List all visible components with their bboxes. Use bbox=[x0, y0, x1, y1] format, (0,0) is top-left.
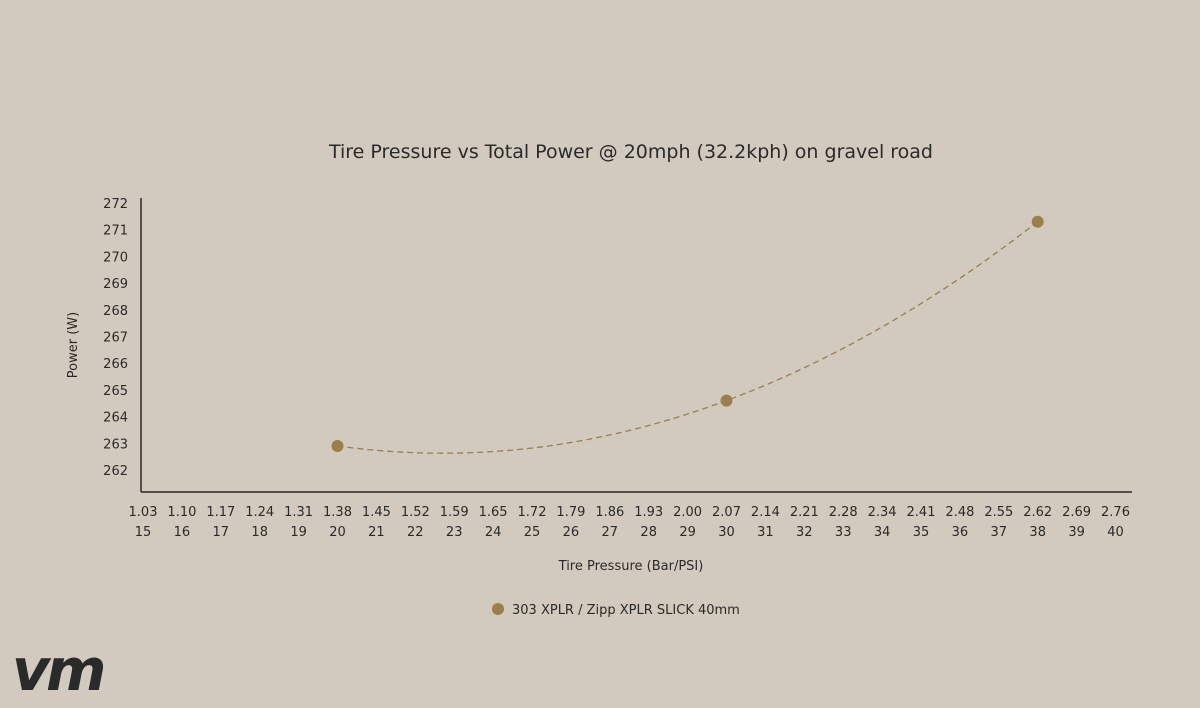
x-tick-label-bar: 1.17 bbox=[206, 505, 235, 520]
x-tick-label-bar: 1.31 bbox=[284, 505, 313, 520]
x-tick-labels: 1.03 15 1.10 16 1.17 17 1.24 18 1.31 19 1.38 20 1.45… bbox=[129, 505, 1130, 540]
legend-label: 303 XPLR / Zipp XPLR SLICK 40mm bbox=[512, 603, 740, 618]
x-tick-label-psi: 37 bbox=[991, 525, 1008, 540]
y-tick-label: 264 bbox=[103, 411, 128, 426]
x-tick-label-bar: 2.76 bbox=[1101, 505, 1130, 520]
x-tick-label-psi: 24 bbox=[485, 525, 502, 540]
x-tick-label-bar: 1.93 bbox=[634, 505, 663, 520]
y-tick-label: 262 bbox=[103, 464, 128, 479]
y-tick-label: 271 bbox=[103, 224, 128, 239]
y-tick-label: 269 bbox=[103, 277, 128, 292]
x-tick-label-bar: 1.79 bbox=[556, 505, 585, 520]
x-tick-label-bar: 2.34 bbox=[868, 505, 897, 520]
x-tick-label-psi: 15 bbox=[135, 525, 152, 540]
x-tick-label-bar: 2.00 bbox=[673, 505, 702, 520]
plot-area bbox=[331, 215, 1044, 454]
x-tick-label-bar: 2.48 bbox=[945, 505, 974, 520]
vm-logo: v m bbox=[12, 636, 106, 704]
x-tick-label-bar: 1.45 bbox=[362, 505, 391, 520]
x-tick-label-psi: 30 bbox=[718, 525, 735, 540]
x-tick-label-psi: 21 bbox=[368, 525, 385, 540]
y-axis-label: Power (W) bbox=[66, 312, 81, 378]
x-axis-label: Tire Pressure (Bar/PSI) bbox=[558, 559, 704, 574]
legend: 303 XPLR / Zipp XPLR SLICK 40mm bbox=[492, 603, 740, 618]
y-tick-label: 272 bbox=[103, 197, 128, 212]
y-tick-labels: 262 263 264 265 266 267 268 269 270 271 272 bbox=[103, 197, 128, 479]
x-tick-label-bar: 1.10 bbox=[167, 505, 196, 520]
x-tick-label-psi: 32 bbox=[796, 525, 813, 540]
x-tick-label-bar: 1.59 bbox=[440, 505, 469, 520]
y-tick-label: 268 bbox=[103, 304, 128, 319]
x-tick-label-psi: 28 bbox=[640, 525, 657, 540]
x-tick-label-bar: 2.21 bbox=[790, 505, 819, 520]
x-tick-label-psi: 33 bbox=[835, 525, 852, 540]
x-tick-label-psi: 35 bbox=[913, 525, 930, 540]
x-tick-label-psi: 29 bbox=[679, 525, 696, 540]
data-point bbox=[331, 439, 344, 452]
legend-marker bbox=[492, 603, 504, 615]
x-tick-label-psi: 19 bbox=[290, 525, 307, 540]
x-tick-label-psi: 27 bbox=[602, 525, 619, 540]
x-tick-label-bar: 2.55 bbox=[984, 505, 1013, 520]
x-tick-label-psi: 17 bbox=[213, 525, 230, 540]
axes bbox=[140, 198, 1132, 493]
y-tick-label: 265 bbox=[103, 384, 128, 399]
logo-m: m bbox=[46, 636, 106, 704]
x-tick-label-bar: 1.86 bbox=[595, 505, 624, 520]
x-tick-label-psi: 36 bbox=[952, 525, 969, 540]
x-tick-label-psi: 18 bbox=[251, 525, 268, 540]
x-tick-label-bar: 2.07 bbox=[712, 505, 741, 520]
x-tick-label-bar: 1.65 bbox=[479, 505, 508, 520]
x-tick-label-psi: 25 bbox=[524, 525, 541, 540]
x-tick-label-psi: 39 bbox=[1068, 525, 1085, 540]
y-tick-label: 267 bbox=[103, 331, 128, 346]
trend-line bbox=[337, 221, 1039, 454]
x-tick-label-bar: 2.28 bbox=[829, 505, 858, 520]
x-tick-label-psi: 20 bbox=[329, 525, 346, 540]
y-tick-label: 266 bbox=[103, 357, 128, 372]
data-point bbox=[1031, 215, 1044, 228]
x-tick-label-psi: 23 bbox=[446, 525, 463, 540]
x-tick-label-bar: 2.14 bbox=[751, 505, 780, 520]
x-tick-label-bar: 1.72 bbox=[518, 505, 547, 520]
chart-title: Tire Pressure vs Total Power @ 20mph (32… bbox=[328, 141, 933, 163]
data-point bbox=[720, 394, 733, 407]
logo-v: v bbox=[12, 636, 52, 704]
x-tick-label-bar: 2.62 bbox=[1023, 505, 1052, 520]
x-tick-label-psi: 26 bbox=[563, 525, 580, 540]
x-tick-label-bar: 1.03 bbox=[129, 505, 158, 520]
x-tick-label-bar: 1.52 bbox=[401, 505, 430, 520]
x-tick-label-psi: 16 bbox=[174, 525, 191, 540]
x-tick-label-bar: 1.38 bbox=[323, 505, 352, 520]
y-tick-label: 270 bbox=[103, 250, 128, 265]
x-tick-label-psi: 34 bbox=[874, 525, 891, 540]
x-tick-label-psi: 31 bbox=[757, 525, 774, 540]
x-tick-label-bar: 2.41 bbox=[907, 505, 936, 520]
x-tick-label-bar: 1.24 bbox=[245, 505, 274, 520]
x-tick-label-psi: 40 bbox=[1107, 525, 1124, 540]
x-tick-label-bar: 2.69 bbox=[1062, 505, 1091, 520]
x-tick-label-psi: 22 bbox=[407, 525, 424, 540]
x-tick-label-psi: 38 bbox=[1029, 525, 1046, 540]
y-tick-label: 263 bbox=[103, 437, 128, 452]
